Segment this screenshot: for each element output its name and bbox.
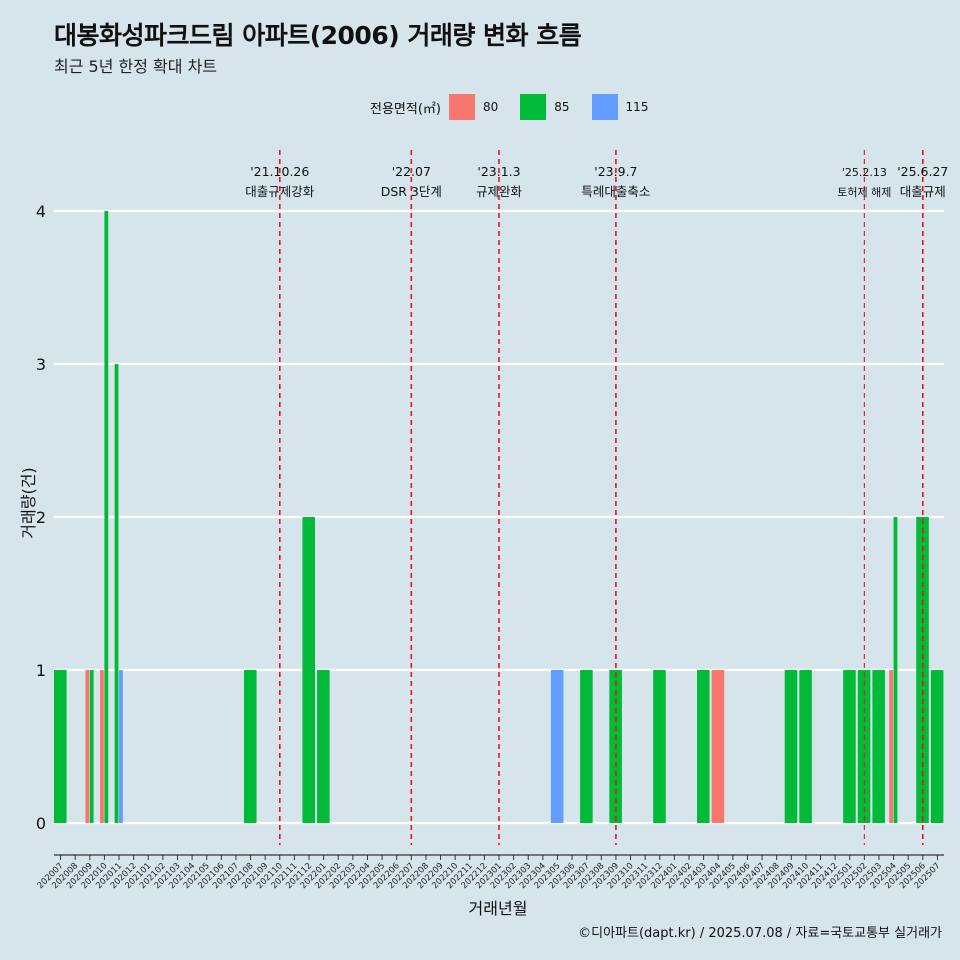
event-label-202506: 대출규제 [900,184,946,199]
bar-202007-85 [54,670,67,823]
chart-title: 대봉화성파크드림 아파트(2006) 거래량 변화 흐름 [54,21,582,50]
event-date-202309: '23.9.7 [594,164,637,179]
legend-key-115 [591,94,618,120]
bar-202112-85 [302,517,315,823]
bar-202409-85 [784,670,798,823]
bar-202404-80 [711,670,725,823]
event-date-202110: '21.10.26 [250,164,309,179]
event-date-202506: '25.6.27 [897,164,948,179]
legend-label-115: 115 [625,100,649,114]
y-axis: 0 1 2 3 4 [36,202,46,833]
event-label-202309: 특례대출축소 [581,184,650,199]
y-axis-title: 거래량(건) [19,467,38,538]
bar-202009-85 [89,670,94,823]
event-date-202301: '23.1.3 [477,164,520,179]
legend-label-80: 80 [482,100,499,114]
bar-202504-85 [893,517,898,823]
legend-key-85 [520,94,547,120]
bar-202305-115 [550,670,564,823]
bars [54,211,944,823]
y-tick-label-0: 0 [36,814,46,833]
event-date-202207: '22.07 [392,164,431,179]
event-label-202502: 토허제 해제 [837,185,891,199]
bar-202011-115 [119,670,123,823]
bar-202010-80 [100,670,104,823]
y-tick-label-3: 3 [36,355,46,374]
source-caption: ©디아파트(dapt.kr) / 2025.07.08 / 자료=국토교통부 실… [578,926,942,941]
bar-202501-85 [843,670,856,823]
legend-label-85: 85 [554,100,570,114]
bar-202108-85 [243,670,257,823]
event-label-202207: DSR 3단계 [381,184,442,199]
bar-202403-85 [697,670,710,823]
event-label-202110: 대출규제강화 [245,184,315,199]
bar-202507-85 [930,670,944,823]
bar-202009-80 [85,670,90,823]
legend-key-80 [448,94,475,120]
event-annotations: '21.10.26 대출규제강화 '22.07 DSR 3단계 '23.1.3 규제완화 '… [245,164,948,199]
bar-202410-85 [799,670,812,823]
legend: 전용면적(㎡) 80 85 115 [370,93,670,121]
x-axis: 2020072020082020092020102020112020122021… [36,854,944,891]
bar-202010-85 [104,211,109,823]
bar-202504-80 [889,670,893,823]
bar-202201-85 [317,670,330,823]
y-tick-label-4: 4 [36,202,46,221]
legend-title: 전용면적(㎡) [370,101,441,117]
bar-202312-85 [653,670,666,823]
bar-202011-85 [114,364,119,823]
bar-202506-85 [916,517,929,823]
event-lines [278,150,924,845]
event-date-202502: '25.2.13 [842,166,887,179]
event-label-202301: 규제완화 [476,184,523,199]
bar-202503-85 [872,670,885,823]
y-tick-label-1: 1 [36,661,46,680]
chart-subtitle: 최근 5년 한정 확대 차트 [54,57,218,76]
y-tick-label-2: 2 [36,508,46,527]
x-axis-title: 거래년월 [469,899,528,918]
bar-202307-85 [580,670,593,823]
